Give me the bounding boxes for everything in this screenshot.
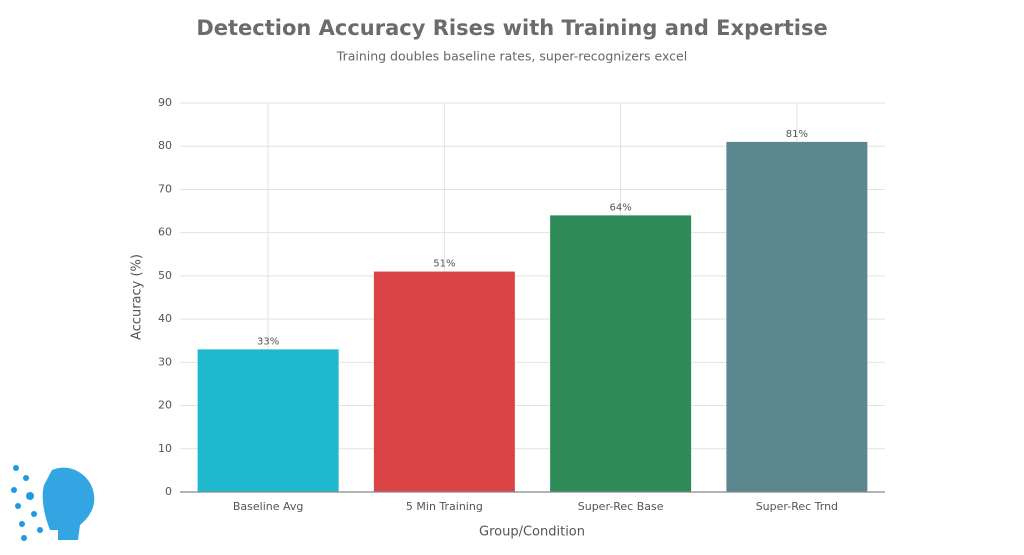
chart-title: Detection Accuracy Rises with Training a… [196,16,827,40]
x-tick-label: Super-Rec Trnd [756,500,838,513]
bar [726,141,868,492]
bar [373,271,515,492]
y-tick-label: 20 [158,399,172,412]
y-tick-label: 0 [165,485,172,498]
y-tick-label: 10 [158,442,172,455]
y-tick-label: 60 [158,226,172,239]
logo [11,465,95,541]
value-label: 33% [257,336,279,347]
bar [550,215,692,492]
x-tick-label: Super-Rec Base [578,500,664,513]
y-tick-label: 80 [158,139,172,152]
value-label: 64% [610,202,632,213]
y-axis-label: Accuracy (%) [130,254,145,340]
x-tick-label: Baseline Avg [233,500,304,513]
y-tick-label: 70 [158,182,172,195]
value-label: 51% [433,259,455,270]
bar [197,349,339,492]
y-tick-label: 30 [158,355,172,368]
y-tick-label: 90 [158,96,172,109]
y-tick-label: 50 [158,269,172,282]
x-tick-label: 5 Min Training [406,500,483,513]
x-axis-label: Group/Condition [479,525,585,540]
y-tick-label: 40 [158,312,172,325]
chart-subtitle: Training doubles baseline rates, super-r… [336,49,687,64]
value-label: 81% [786,129,808,140]
